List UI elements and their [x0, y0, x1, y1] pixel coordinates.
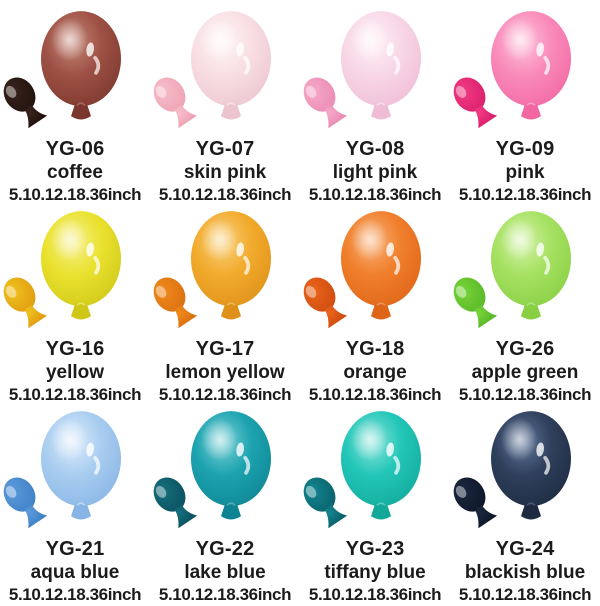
available-sizes: 5.10.12.18.36inch	[308, 185, 442, 204]
available-sizes: 5.10.12.18.36inch	[8, 585, 142, 604]
product-card: YG-08 light pink 5.10.12.18.36inch	[300, 0, 450, 204]
balloon-figure	[453, 204, 596, 333]
available-sizes: 5.10.12.18.36inch	[458, 585, 592, 604]
product-caption: YG-07 skin pink 5.10.12.18.36inch	[150, 132, 300, 206]
product-code: YG-08	[345, 138, 405, 160]
small-balloon-image	[0, 69, 57, 138]
large-balloon-image	[181, 6, 281, 133]
product-card: YG-06 coffee 5.10.12.18.36inch	[0, 0, 150, 204]
small-balloon-image	[144, 269, 207, 338]
color-name: pink	[505, 162, 545, 183]
product-card: YG-22 lake blue 5.10.12.18.36inch	[150, 400, 300, 604]
small-balloon-image	[144, 69, 207, 138]
available-sizes: 5.10.12.18.36inch	[458, 385, 592, 404]
small-balloon-image	[294, 469, 357, 538]
product-code: YG-09	[495, 138, 555, 160]
product-card: YG-17 lemon yellow 5.10.12.18.36inch	[150, 200, 300, 404]
color-name: lake blue	[184, 562, 266, 583]
product-caption: YG-09 pink 5.10.12.18.36inch	[450, 132, 600, 206]
product-code: YG-23	[345, 538, 405, 560]
balloon-figure	[3, 404, 146, 533]
available-sizes: 5.10.12.18.36inch	[308, 585, 442, 604]
product-caption: YG-26 apple green 5.10.12.18.36inch	[450, 332, 600, 406]
available-sizes: 5.10.12.18.36inch	[158, 185, 292, 204]
large-balloon-image	[481, 6, 581, 133]
product-caption: YG-23 tiffany blue 5.10.12.18.36inch	[300, 532, 450, 606]
product-code: YG-22	[195, 538, 255, 560]
large-balloon-image	[31, 6, 131, 133]
large-balloon-image	[481, 206, 581, 333]
balloon-figure	[453, 404, 596, 533]
product-caption: YG-16 yellow 5.10.12.18.36inch	[0, 332, 150, 406]
product-code: YG-06	[45, 138, 105, 160]
product-caption: YG-21 aqua blue 5.10.12.18.36inch	[0, 532, 150, 606]
product-code: YG-17	[195, 338, 255, 360]
available-sizes: 5.10.12.18.36inch	[458, 185, 592, 204]
available-sizes: 5.10.12.18.36inch	[158, 585, 292, 604]
balloon-figure	[3, 204, 146, 333]
balloon-figure	[303, 204, 446, 333]
small-balloon-image	[444, 469, 507, 538]
small-balloon-image	[144, 469, 207, 538]
balloon-figure	[453, 4, 596, 133]
small-balloon-image	[444, 69, 507, 138]
color-name: blackish blue	[464, 562, 586, 583]
product-code: YG-21	[45, 538, 105, 560]
color-name: lemon yellow	[165, 362, 285, 383]
product-code: YG-16	[45, 338, 105, 360]
large-balloon-image	[31, 406, 131, 533]
large-balloon-image	[31, 206, 131, 333]
available-sizes: 5.10.12.18.36inch	[8, 185, 142, 204]
product-code: YG-26	[495, 338, 555, 360]
product-code: YG-18	[345, 338, 405, 360]
balloon-figure	[153, 204, 296, 333]
balloon-figure	[153, 404, 296, 533]
large-balloon-image	[331, 206, 431, 333]
available-sizes: 5.10.12.18.36inch	[308, 385, 442, 404]
product-card: YG-07 skin pink 5.10.12.18.36inch	[150, 0, 300, 204]
color-name: skin pink	[183, 162, 267, 183]
product-code: YG-07	[195, 138, 255, 160]
product-card: YG-26 apple green 5.10.12.18.36inch	[450, 200, 600, 404]
color-name: light pink	[332, 162, 418, 183]
small-balloon-image	[294, 69, 357, 138]
available-sizes: 5.10.12.18.36inch	[8, 385, 142, 404]
product-card: YG-16 yellow 5.10.12.18.36inch	[0, 200, 150, 404]
color-name: coffee	[47, 162, 103, 183]
product-code: YG-24	[495, 538, 555, 560]
available-sizes: 5.10.12.18.36inch	[158, 385, 292, 404]
product-caption: YG-08 light pink 5.10.12.18.36inch	[300, 132, 450, 206]
color-name: aqua blue	[30, 562, 120, 583]
product-caption: YG-24 blackish blue 5.10.12.18.36inch	[450, 532, 600, 606]
product-card: YG-21 aqua blue 5.10.12.18.36inch	[0, 400, 150, 604]
color-name: tiffany blue	[324, 562, 426, 583]
small-balloon-image	[0, 269, 57, 338]
product-caption: YG-17 lemon yellow 5.10.12.18.36inch	[150, 332, 300, 406]
product-card: YG-24 blackish blue 5.10.12.18.36inch	[450, 400, 600, 604]
balloon-figure	[3, 4, 146, 133]
product-caption: YG-06 coffee 5.10.12.18.36inch	[0, 132, 150, 206]
product-caption: YG-18 orange 5.10.12.18.36inch	[300, 332, 450, 406]
balloon-figure	[153, 4, 296, 133]
product-card: YG-18 orange 5.10.12.18.36inch	[300, 200, 450, 404]
large-balloon-image	[181, 206, 281, 333]
large-balloon-image	[181, 406, 281, 533]
small-balloon-image	[0, 469, 57, 538]
color-name: apple green	[471, 362, 579, 383]
balloon-figure	[303, 404, 446, 533]
small-balloon-image	[294, 269, 357, 338]
large-balloon-image	[481, 406, 581, 533]
color-name: orange	[343, 362, 407, 383]
color-name: yellow	[45, 362, 105, 383]
product-card: YG-09 pink 5.10.12.18.36inch	[450, 0, 600, 204]
balloon-figure	[303, 4, 446, 133]
small-balloon-image	[444, 269, 507, 338]
large-balloon-image	[331, 6, 431, 133]
product-caption: YG-22 lake blue 5.10.12.18.36inch	[150, 532, 300, 606]
large-balloon-image	[331, 406, 431, 533]
product-card: YG-23 tiffany blue 5.10.12.18.36inch	[300, 400, 450, 604]
